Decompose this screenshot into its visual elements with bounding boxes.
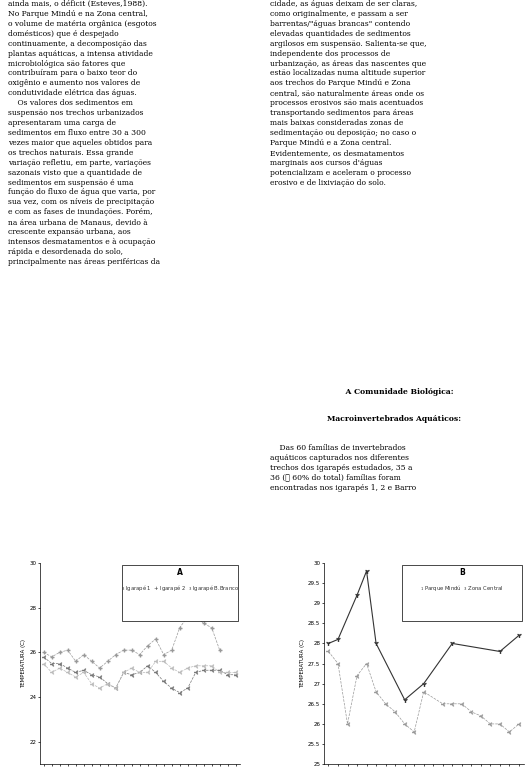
Text: cidade, as águas deixam de ser claras,
como originalmente, e passam a ser
barren: cidade, as águas deixam de ser claras, c… (270, 0, 426, 187)
Y-axis label: TEMPERATURA (C): TEMPERATURA (C) (300, 639, 305, 688)
FancyBboxPatch shape (402, 565, 522, 621)
Text: A Comunidade Biológica:: A Comunidade Biológica: (335, 389, 453, 396)
Text: ainda mais, o déficit (Esteves,1988).
No Parque Mindú e na Zona central,
o volum: ainda mais, o déficit (Esteves,1988). No… (8, 0, 160, 266)
Text: Macroinvertebrados Aquáticos:: Macroinvertebrados Aquáticos: (327, 415, 461, 423)
Y-axis label: TEMPERATURA (C): TEMPERATURA (C) (22, 639, 26, 688)
Text: A: A (177, 568, 183, 577)
Text: Das 60 famílias de invertebrados
aquáticos capturados nos diferentes
trechos dos: Das 60 famílias de invertebrados aquátic… (270, 444, 416, 492)
FancyBboxPatch shape (122, 565, 238, 621)
Text: $_3$ Igarapé 1  + Igarapé 2  $_3$ Igarapé B.Branco: $_3$ Igarapé 1 + Igarapé 2 $_3$ Igarapé … (121, 583, 239, 593)
Text: $_1$ Parque Mindú  $_3$ Zona Central: $_1$ Parque Mindú $_3$ Zona Central (420, 583, 504, 593)
Text: B: B (459, 568, 464, 577)
